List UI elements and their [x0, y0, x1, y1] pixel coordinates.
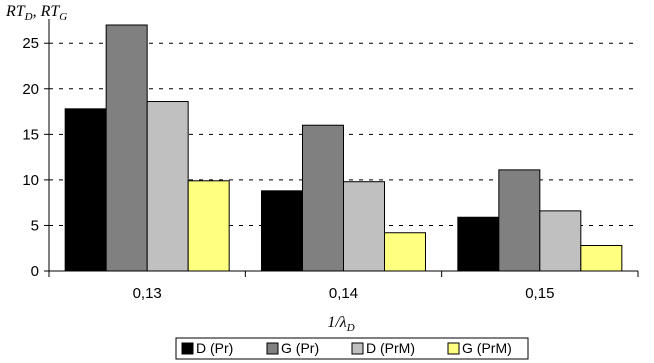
y-tick-label: 0 — [31, 263, 39, 280]
bar — [146, 101, 189, 272]
bar — [498, 169, 541, 272]
legend-label: D (Pr) — [196, 340, 233, 356]
axis-layer: 0 5 10 15 20 25 0,13 0,14 0,15 — [22, 19, 639, 302]
y-tick-label: 20 — [22, 81, 39, 98]
legend-swatch — [181, 342, 194, 355]
y-tick-label: 25 — [22, 35, 39, 52]
bar — [64, 108, 107, 272]
y-tick-label: 15 — [22, 126, 39, 143]
bar — [261, 190, 303, 272]
legend-label: G (PrM) — [462, 340, 512, 356]
x-tick-label: 0,13 — [133, 285, 162, 302]
y-axis-label: RTD, RTG — [5, 3, 67, 23]
bar — [302, 124, 344, 272]
legend-swatch — [351, 342, 364, 355]
bar — [384, 232, 426, 272]
x-tick-label: 0,14 — [329, 285, 358, 302]
legend-label: G (Pr) — [281, 340, 319, 356]
legend-swatch — [447, 342, 460, 355]
bar — [457, 216, 500, 272]
bar — [539, 210, 582, 272]
legend-label: D (PrM) — [366, 340, 415, 356]
legend-swatch — [266, 342, 279, 355]
y-tick-label: 5 — [31, 217, 39, 234]
x-tick-label: 0,15 — [525, 285, 554, 302]
x-axis-label: 1/λD — [327, 314, 354, 334]
bar — [187, 180, 230, 272]
bar — [343, 181, 385, 272]
y-tick-label: 10 — [22, 172, 39, 189]
bar-layer — [64, 24, 623, 272]
legend: D (Pr) G (Pr) D (PrM) G (PrM) — [175, 337, 529, 360]
bar — [580, 244, 623, 272]
bar — [105, 24, 148, 272]
